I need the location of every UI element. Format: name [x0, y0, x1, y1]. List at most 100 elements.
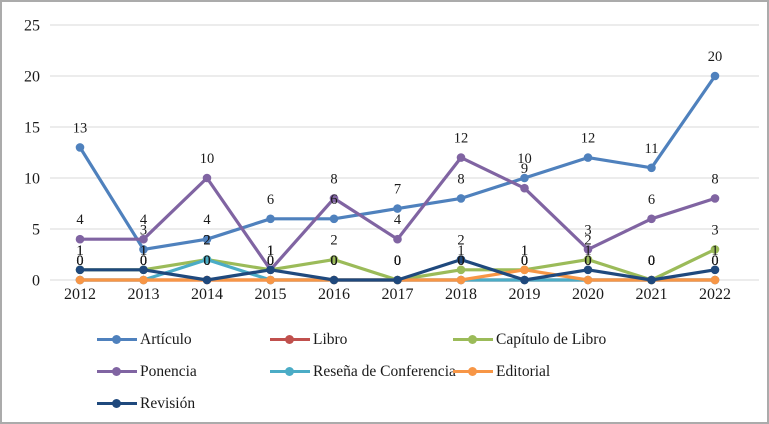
series-marker-5 — [266, 275, 275, 285]
data-label: 2 — [330, 233, 337, 249]
data-label: 0 — [648, 253, 655, 269]
series-marker-3 — [329, 194, 339, 203]
legend-line-marker-icon — [453, 363, 493, 381]
data-label: 0 — [394, 253, 401, 269]
series-marker-2 — [329, 255, 339, 264]
series-marker-3 — [710, 194, 720, 203]
series-marker-3 — [202, 173, 212, 183]
data-label: 6 — [648, 192, 655, 208]
legend-label: Capítulo de Libro — [496, 331, 607, 348]
series-marker-2 — [456, 265, 466, 275]
data-label: 9 — [521, 161, 528, 177]
data-label: 4 — [394, 212, 402, 228]
series-marker-3 — [75, 234, 85, 244]
data-label: 0 — [203, 253, 210, 269]
series-marker-0 — [202, 234, 212, 244]
data-label: 0 — [648, 253, 655, 269]
series-marker-0 — [710, 71, 720, 81]
data-label: 0 — [711, 253, 718, 269]
series-marker-6 — [583, 265, 593, 275]
legend-item-3: Ponencia — [97, 363, 197, 381]
data-label: 3 — [584, 222, 591, 238]
legend-line-marker-icon — [270, 363, 310, 381]
data-label: 0 — [76, 253, 83, 269]
series-marker-3 — [456, 153, 466, 162]
series-marker-5 — [75, 275, 85, 285]
data-label: 12 — [581, 131, 596, 147]
data-label: 1 — [521, 243, 528, 259]
data-label: 0 — [330, 253, 337, 269]
series-marker-6 — [75, 265, 85, 275]
data-label: 0 — [648, 253, 655, 269]
series-marker-6 — [202, 275, 212, 285]
data-label: 2 — [584, 233, 591, 249]
series-marker-3 — [139, 234, 148, 244]
data-label: 0 — [648, 253, 655, 269]
legend-item-5: Editorial — [453, 363, 550, 381]
data-label: 1 — [584, 243, 591, 259]
data-label: 4 — [203, 212, 211, 228]
y-axis-tick-label: 15 — [24, 120, 40, 137]
legend-item-2: Capítulo de Libro — [453, 331, 606, 349]
series-marker-6 — [456, 255, 466, 264]
series-marker-0 — [75, 143, 85, 152]
data-label: 12 — [454, 131, 469, 147]
legend-item-6: Revisión — [97, 395, 195, 413]
series-marker-6 — [393, 275, 402, 285]
data-label: 0 — [76, 253, 83, 269]
y-axis-tick-label: 25 — [24, 18, 40, 35]
data-label: 1 — [76, 243, 83, 259]
data-label: 1 — [267, 243, 274, 259]
data-label: 2 — [203, 233, 210, 249]
series-marker-3 — [393, 234, 402, 244]
data-label: 20 — [708, 49, 723, 65]
x-axis-year-label: 2014 — [191, 286, 223, 303]
x-axis-year-label: 2021 — [636, 286, 668, 303]
data-label: 0 — [267, 253, 274, 269]
x-axis-year-label: 2017 — [382, 286, 414, 303]
data-label: 0 — [76, 253, 83, 269]
series-marker-5 — [520, 265, 529, 275]
series-marker-0 — [393, 204, 402, 213]
series-marker-6 — [647, 275, 656, 285]
series-marker-5 — [456, 275, 466, 285]
legend-item-1: Libro — [270, 331, 347, 349]
x-axis-year-label: 2015 — [255, 286, 287, 303]
legend-label: Ponencia — [140, 363, 197, 380]
data-label: 2 — [203, 233, 210, 249]
y-axis-tick-label: 10 — [24, 171, 40, 188]
legend-label: Editorial — [496, 363, 551, 380]
data-label: 4 — [76, 212, 84, 228]
x-axis-year-label: 2022 — [699, 286, 731, 303]
data-label: 1 — [457, 243, 464, 259]
data-label: 0 — [267, 253, 274, 269]
series-marker-3 — [520, 183, 529, 193]
legend-item-4: Reseña de Conferencia — [270, 363, 456, 381]
data-label: 13 — [73, 120, 88, 136]
data-label: 0 — [521, 253, 528, 269]
legend-line-marker-icon — [453, 331, 493, 349]
series-marker-6 — [520, 275, 529, 285]
series-marker-4 — [202, 255, 212, 264]
data-label: 0 — [394, 253, 401, 269]
data-label: 2 — [457, 233, 464, 249]
data-label: 0 — [394, 253, 401, 269]
legend-line-marker-icon — [270, 331, 310, 349]
data-label: 0 — [267, 253, 274, 269]
data-label: 0 — [648, 253, 655, 269]
series-marker-0 — [139, 245, 148, 254]
data-label: 0 — [521, 253, 528, 269]
data-label: 0 — [330, 253, 337, 269]
data-label: 3 — [140, 222, 147, 238]
data-label: 0 — [521, 253, 528, 269]
data-label: 0 — [203, 253, 210, 269]
data-label: 3 — [711, 222, 718, 238]
series-marker-0 — [456, 194, 466, 203]
series-marker-3 — [647, 214, 656, 224]
data-label: 4 — [140, 212, 148, 228]
data-label: 1 — [267, 243, 274, 259]
y-axis-tick-label: 5 — [32, 222, 40, 239]
data-label: 0 — [711, 253, 718, 269]
